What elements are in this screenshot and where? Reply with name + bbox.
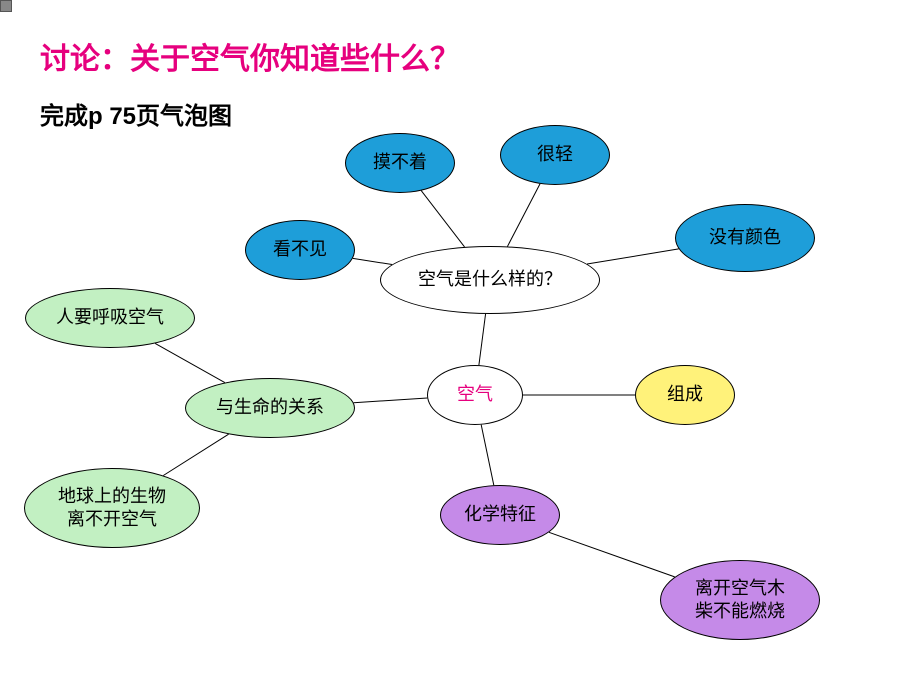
edge bbox=[354, 398, 428, 403]
edge bbox=[163, 434, 228, 475]
edge bbox=[353, 258, 392, 264]
corner-marker bbox=[0, 0, 12, 12]
edge bbox=[507, 184, 540, 247]
page-subtitle: 完成p 75页气泡图 bbox=[40, 96, 232, 131]
bubble-label: 化学特征 bbox=[458, 503, 542, 526]
bubble-label: 离开空气木 柴不能燃烧 bbox=[689, 577, 791, 624]
edge bbox=[549, 532, 675, 577]
bubble-center: 空气 bbox=[427, 365, 523, 425]
edge bbox=[587, 249, 679, 264]
bubble-chemical: 化学特征 bbox=[440, 485, 560, 545]
bubble-composition: 组成 bbox=[635, 365, 735, 425]
bubble-label: 组成 bbox=[661, 383, 709, 406]
bubble-life: 与生命的关系 bbox=[185, 378, 355, 438]
bubble-label: 空气是什么样的？ bbox=[412, 268, 568, 291]
bubble-label: 人要呼吸空气 bbox=[50, 306, 170, 329]
bubble-invisible: 看不见 bbox=[245, 220, 355, 280]
edge bbox=[481, 425, 494, 485]
bubble-label: 看不见 bbox=[267, 238, 333, 261]
bubble-label: 与生命的关系 bbox=[210, 396, 330, 419]
edge bbox=[155, 343, 225, 382]
bubble-earth: 地球上的生物 离不开空气 bbox=[24, 468, 200, 548]
bubble-label: 很轻 bbox=[531, 143, 579, 166]
bubble-label: 摸不着 bbox=[367, 151, 433, 174]
bubble-colorless: 没有颜色 bbox=[675, 204, 815, 272]
bubble-label: 没有颜色 bbox=[703, 226, 787, 249]
bubble-wood: 离开空气木 柴不能燃烧 bbox=[660, 560, 820, 640]
edge bbox=[479, 314, 486, 365]
edge bbox=[421, 191, 464, 247]
bubble-label: 空气 bbox=[451, 383, 499, 406]
page-title: 讨论：关于空气你知道些什么？ bbox=[40, 34, 460, 78]
bubble-label: 地球上的生物 离不开空气 bbox=[52, 485, 172, 532]
bubble-q: 空气是什么样的？ bbox=[380, 246, 600, 314]
bubble-untouchable: 摸不着 bbox=[345, 133, 455, 193]
bubble-breathe: 人要呼吸空气 bbox=[25, 288, 195, 348]
bubble-light: 很轻 bbox=[500, 125, 610, 185]
